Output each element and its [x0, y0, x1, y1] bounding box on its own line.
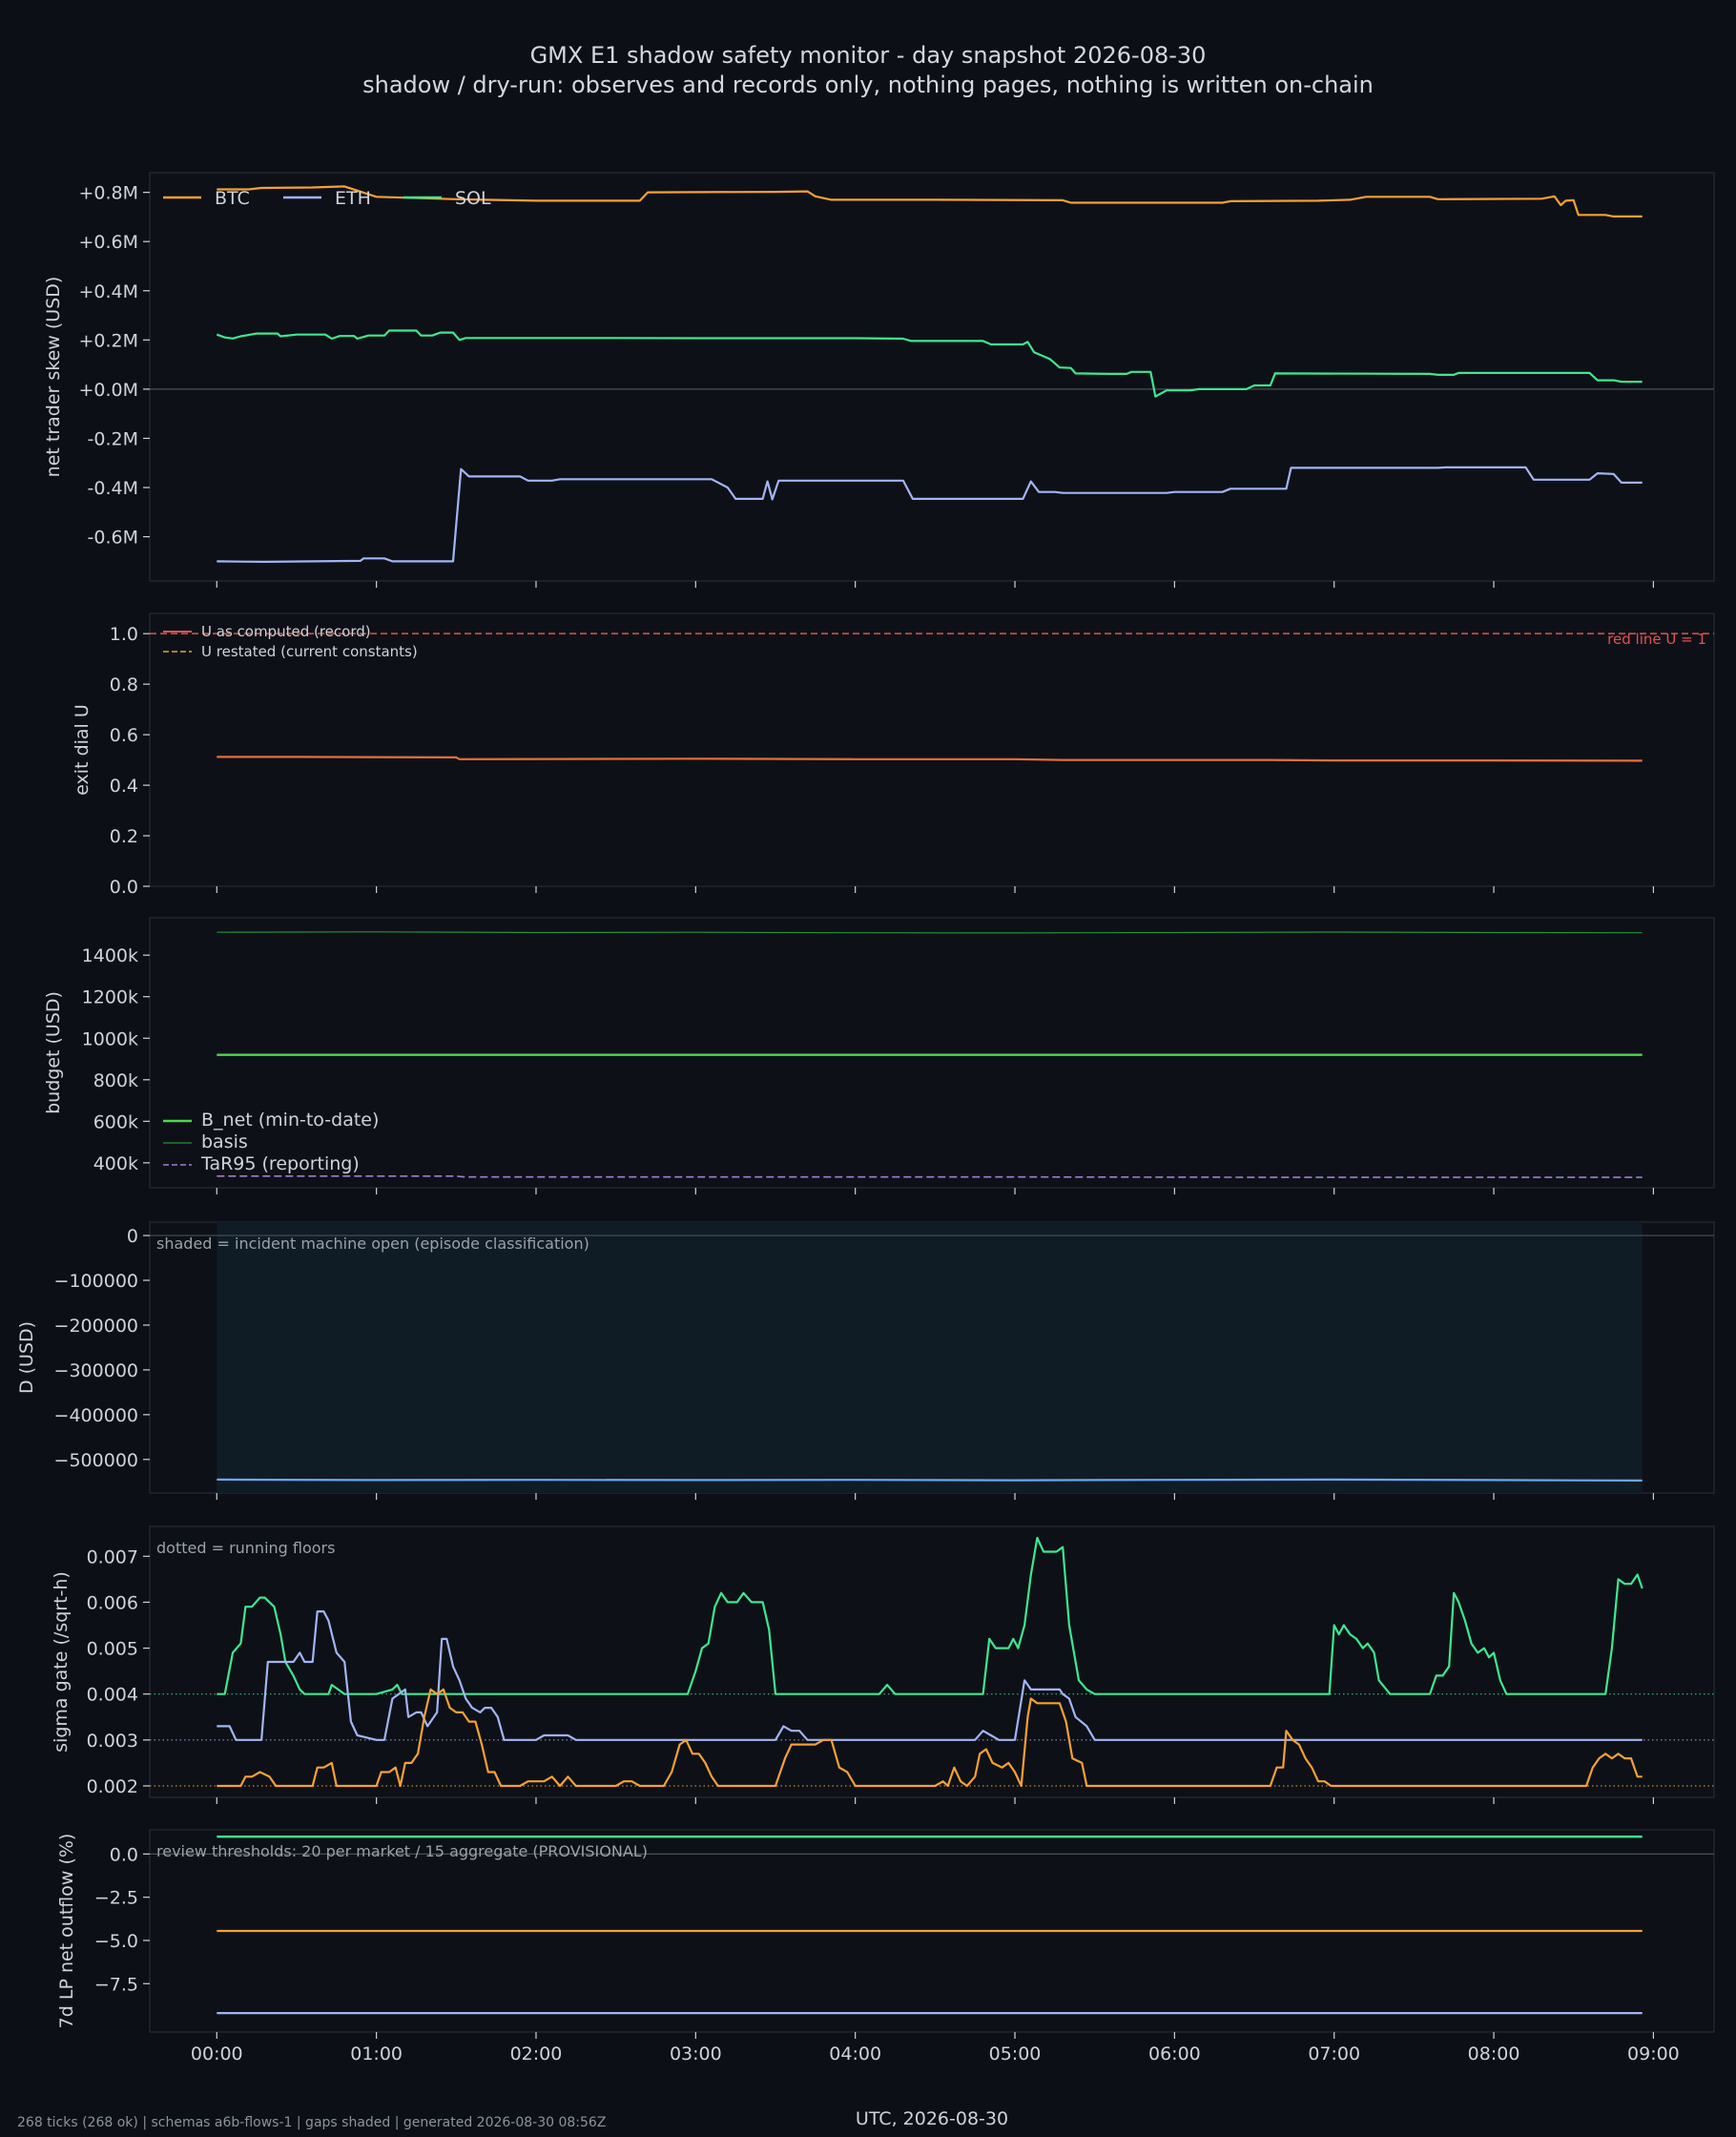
series-line-btc [217, 185, 1643, 218]
y-tick-label: 1400k [82, 945, 138, 966]
y-tick-label: 0.007 [87, 1546, 138, 1567]
y-tick-label: −7.5 [94, 1974, 138, 1995]
y-tick-label: −500000 [54, 1450, 138, 1471]
y-tick-label: 800k [93, 1070, 138, 1091]
y-tick-label: 400k [93, 1153, 138, 1174]
x-tick-label: 04:00 [829, 2044, 881, 2064]
y-tick-label: 0.002 [87, 1776, 138, 1797]
y-axis-label: D (USD) [16, 1321, 37, 1394]
y-tick-label: 1.0 [110, 624, 138, 645]
y-tick-label: 0.4 [110, 776, 138, 797]
y-tick-label: −100000 [54, 1271, 138, 1292]
x-tick-label: 09:00 [1627, 2044, 1680, 2064]
figure-title: GMX E1 shadow safety monitor - day snaps… [530, 42, 1207, 69]
y-tick-label: -0.4M [88, 478, 138, 499]
y-tick-label: 1200k [82, 987, 138, 1008]
legend-label: basis [201, 1131, 248, 1152]
legend-label: BTC [215, 188, 250, 209]
x-tick-label: 08:00 [1468, 2044, 1520, 2064]
series-line [217, 1688, 1643, 1788]
legend-label: U as computed (record) [201, 623, 371, 640]
y-tick-label: −400000 [54, 1405, 138, 1426]
series-line-eth [217, 466, 1643, 563]
y-axis-label: sigma gate (/sqrt-h) [51, 1571, 72, 1753]
y-tick-label: -0.6M [88, 528, 138, 549]
series-line-sol [216, 329, 1643, 398]
y-tick-label: 0.003 [87, 1731, 138, 1752]
series-line-tar95 [217, 1175, 1643, 1178]
panel-budget: 400k 600k 800k 1000k 1200k 1400k budget (USD) B… [43, 917, 1715, 1194]
y-tick-label: +0.8M [78, 183, 138, 204]
panel-drawdown: −500000 −400000 −300000 −200000 −100000 0 D (U… [16, 1221, 1715, 1500]
panel-outflow: −7.5 −5.0 −2.5 0.0 00:00 01:00 02:00 03:00 04:00… [56, 1829, 1715, 2064]
y-tick-label: +0.6M [78, 232, 138, 253]
legend-label: TaR95 (reporting) [200, 1153, 360, 1174]
series-line [217, 1478, 1643, 1482]
y-tick-label: 0.0 [110, 1844, 138, 1865]
series-line [217, 1536, 1643, 1695]
plot-area [149, 917, 1715, 1189]
plot-area [149, 1525, 1715, 1798]
y-tick-label: 0.8 [110, 674, 138, 695]
y-tick-label: 1000k [82, 1028, 138, 1049]
x-tick-label: 06:00 [1148, 2044, 1201, 2064]
series-line [217, 756, 1643, 762]
y-tick-label: +0.2M [78, 330, 138, 351]
legend-label: B_net (min-to-date) [201, 1110, 379, 1131]
panels: -0.6M -0.4M -0.2M +0.0M +0.2M +0.4M +0.6M +0.8M… [16, 172, 1715, 2064]
legend-label: SOL [455, 188, 491, 209]
y-tick-label: −200000 [54, 1316, 138, 1337]
x-tick-label: 07:00 [1308, 2044, 1360, 2064]
y-tick-label: 600k [93, 1111, 138, 1132]
panel-sigma: 0.002 0.003 0.004 0.005 0.006 0.007 sigma gate… [51, 1525, 1715, 1804]
plot-area [149, 612, 1715, 887]
y-tick-label: 0.006 [87, 1592, 138, 1613]
y-axis-label: net trader skew (USD) [43, 277, 64, 478]
y-axis-label: budget (USD) [43, 991, 64, 1114]
y-tick-label: +0.0M [78, 380, 138, 401]
y-axis-label: 7d LP net outflow (%) [56, 1834, 77, 2029]
legend-label: ETH [335, 188, 371, 209]
panel-note: shaded = incident machine open (episode … [156, 1234, 589, 1253]
x-axis-label: UTC, 2026-08-30 [856, 2108, 1008, 2129]
panel-dial: red line U = 1 0.0 0.2 0.4 0.6 0.8 1.0 exit dia… [72, 612, 1715, 898]
series-line-basis [217, 931, 1643, 934]
footer-status: 268 ticks (268 ok) | schemas a6b-flows-1… [17, 2115, 606, 2130]
y-tick-label: 0 [127, 1226, 138, 1247]
y-tick-label: −5.0 [94, 1931, 138, 1952]
x-tick-label: 05:00 [989, 2044, 1042, 2064]
panel-note: dotted = running floors [156, 1539, 335, 1557]
plot-area [149, 172, 1715, 582]
x-tick-label: 02:00 [510, 2044, 563, 2064]
panel-skew: -0.6M -0.4M -0.2M +0.0M +0.2M +0.4M +0.6M +0.8M… [43, 172, 1715, 588]
legend-label: U restated (current constants) [201, 643, 418, 660]
y-tick-label: −2.5 [94, 1888, 138, 1909]
y-axis-label: exit dial U [72, 704, 93, 796]
x-tick-label: 00:00 [191, 2044, 243, 2064]
x-tick-label: 03:00 [670, 2044, 722, 2064]
series-line [217, 1610, 1643, 1741]
figure-subtitle: shadow / dry-run: observes and records o… [362, 72, 1374, 98]
panel-note: review thresholds: 20 per market / 15 ag… [156, 1842, 648, 1860]
red-line-label: red line U = 1 [1607, 631, 1706, 648]
y-tick-label: 0.2 [110, 826, 138, 847]
x-tick-label: 01:00 [350, 2044, 403, 2064]
y-tick-label: +0.4M [78, 281, 138, 302]
y-tick-label: 0.6 [110, 725, 138, 746]
y-tick-label: −300000 [54, 1360, 138, 1381]
y-tick-label: 0.005 [87, 1639, 138, 1660]
y-tick-label: 0.0 [110, 877, 138, 898]
y-tick-label: 0.004 [87, 1685, 138, 1706]
incident-shaded-span [217, 1222, 1643, 1493]
y-tick-label: -0.2M [88, 428, 138, 449]
